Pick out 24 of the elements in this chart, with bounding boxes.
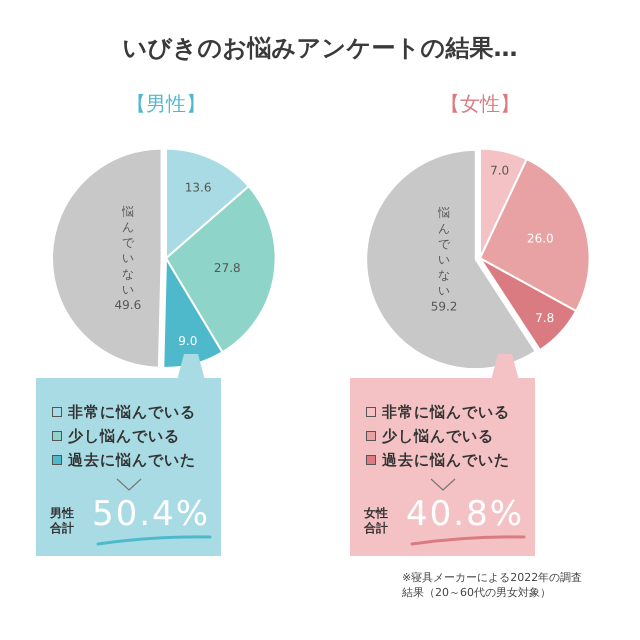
data-label: 59.2 bbox=[430, 299, 458, 314]
text: ※寝具メーカーによる2022年の調査結果（20～60代の男女対象） bbox=[402, 570, 584, 600]
legend-label: 少し悩んでいる bbox=[68, 426, 180, 447]
text: 女性合計 bbox=[364, 506, 389, 536]
legend-label: 非常に悩んでいる bbox=[382, 402, 510, 423]
legend-label: 少し悩んでいる bbox=[382, 426, 494, 447]
data-label: 27.8 bbox=[214, 260, 241, 275]
text: 50.4% bbox=[92, 494, 210, 534]
data-label: 7.0 bbox=[490, 163, 510, 178]
legend-label: 過去に悩んでいた bbox=[68, 450, 196, 471]
slice-label: 悩んでいない bbox=[120, 204, 135, 296]
data-label: 13.6 bbox=[184, 180, 212, 195]
legend-label: 非常に悩んでいる bbox=[68, 402, 196, 423]
text: 40.8% bbox=[406, 494, 524, 534]
legend-label: 過去に悩んでいた bbox=[382, 450, 510, 471]
text: いびきのお悩みアンケートの結果… bbox=[122, 33, 518, 64]
data-label: 9.0 bbox=[178, 334, 198, 348]
chart-title: 【男性】 bbox=[126, 92, 206, 116]
data-label: 7.8 bbox=[535, 311, 554, 326]
data-label: 26.0 bbox=[526, 232, 554, 246]
slice-label: 悩んでいない bbox=[437, 206, 452, 298]
data-label: 49.6 bbox=[114, 298, 142, 312]
chart-title: 【女性】 bbox=[440, 92, 520, 116]
text: 男性合計 bbox=[50, 506, 75, 536]
